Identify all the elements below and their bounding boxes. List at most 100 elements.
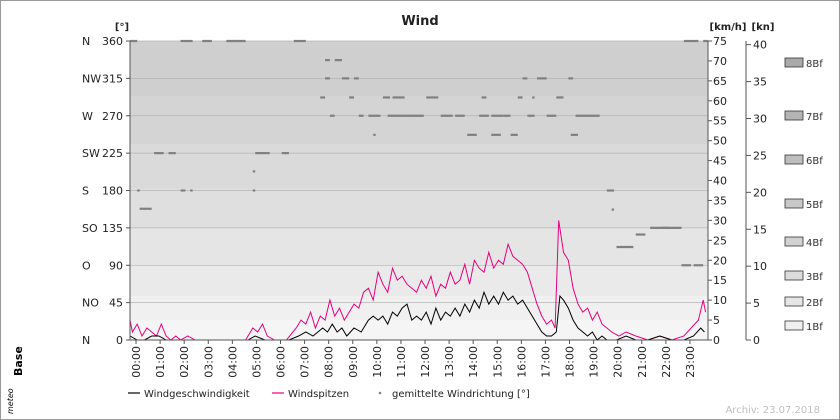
direction-label: SO [82,222,98,235]
x-tick-label: 23:00 [684,346,697,378]
beaufort-legend: 1Bf 2Bf 3Bf 4Bf 5Bf 6Bf 7Bf 8Bf [784,57,823,333]
left-axis-unit: [°] [115,22,129,33]
x-tick-label: 11:00 [395,346,408,378]
kmh-tick-label: 75 [713,35,727,48]
x-tick-label: 20:00 [612,346,625,378]
x-tick-label: 06:00 [275,346,288,378]
kmh-tick-label: 0 [713,334,720,347]
beaufort-legend-label: 2Bf [806,298,823,309]
left-tick-label: 315 [102,72,123,85]
kmh-tick-label: 65 [713,75,727,88]
direction-series [130,39,708,267]
left-tick-label: 360 [102,35,123,48]
kmh-tick-label: 60 [713,95,727,108]
beaufort-legend-swatch [784,198,804,209]
logo-text: meteo [6,388,15,414]
kmh-tick-label: 10 [713,294,727,307]
kmh-tick-label: 40 [713,175,727,188]
kn-tick-label: 20 [753,186,767,199]
x-tick-label: 10:00 [371,346,384,378]
x-tick-label: 05:00 [250,346,263,378]
left-tick-label: 0 [116,334,123,347]
left-tick-label: 270 [102,110,123,123]
legend-swatch [378,391,382,395]
beaufort-legend-swatch [784,270,804,281]
kn-tick-label: 40 [753,39,767,52]
beaufort-band [130,41,708,45]
x-tick-label: 17:00 [539,346,552,378]
right-axis-kn-unit: [kn] [752,22,775,33]
beaufort-legend-swatch [784,320,804,331]
legend-label: Windspitzen [288,389,349,400]
x-tick-label: 21:00 [636,346,649,378]
x-tick-label: 19:00 [588,346,601,378]
kmh-tick-label: 5 [713,314,720,327]
beaufort-band [130,188,708,229]
kn-tick-label: 10 [753,260,767,273]
x-tick-label: 02:00 [178,346,191,378]
beaufort-legend-label: 7Bf [806,112,823,123]
beaufort-legend-swatch [784,296,804,307]
beaufort-band [130,296,708,321]
left-tick-label: 135 [102,222,123,235]
chart-title: Wind [401,14,438,29]
kn-tick-label: 5 [753,297,760,310]
beaufort-legend-label: 8Bf [806,59,823,70]
left-tick-label: 225 [102,147,123,160]
direction-label: SW [82,147,100,160]
beaufort-band [130,320,708,340]
kmh-tick-label: 35 [713,194,727,207]
left-tick-label: 180 [102,185,123,198]
direction-label: N [82,334,90,347]
beaufort-legend-label: 4Bf [806,238,823,249]
kn-tick-label: 30 [753,113,767,126]
x-tick-label: 03:00 [202,346,215,378]
direction-label: NO [82,297,99,310]
beaufort-legend-label: 1Bf [806,322,823,333]
direction-label: O [82,259,91,272]
x-tick-label: 12:00 [419,346,432,378]
x-axis-ticks: 00:00 01:00 02:00 03:00 04:00 05:00 06:00 07:00… [130,340,697,378]
x-tick-label: 09:00 [347,346,360,378]
kmh-tick-label: 25 [713,234,727,247]
beaufort-legend-swatch [784,154,804,165]
kmh-tick-label: 30 [713,214,727,227]
left-tick-label: 90 [109,259,123,272]
brand-logo: meteo Base [4,346,26,416]
beaufort-legend-label: 5Bf [806,200,823,211]
beaufort-legend-swatch [784,110,804,121]
kn-tick-label: 0 [753,334,760,347]
speed-line [129,290,705,341]
kmh-tick-label: 15 [713,274,727,287]
kmh-tick-label: 55 [713,115,727,128]
legend-label: Windgeschwindigkeit [144,389,250,400]
kmh-tick-label: 50 [713,135,727,148]
x-tick-label: 13:00 [443,346,456,378]
beaufort-band [130,144,708,189]
direction-label: W [82,110,93,123]
x-tick-label: 15:00 [491,346,504,378]
gust-line [129,220,707,341]
brand-text: Base [12,346,25,376]
beaufort-band [130,264,708,297]
direction-label: NW [82,72,101,85]
left-tick-label: 45 [109,297,123,310]
kn-tick-label: 35 [753,76,767,89]
series-legend: Windgeschwindigkeit Windspitzen gemittelte… [128,389,530,400]
archive-text: Archiv: 23.07.2018 [725,405,820,416]
beaufort-bands [130,41,708,340]
direction-label: S [82,185,89,198]
x-tick-label: 18:00 [564,346,577,378]
beaufort-legend-swatch [784,236,804,247]
speed-series [129,220,707,341]
x-tick-label: 00:00 [130,346,143,378]
kn-tick-label: 25 [753,149,767,162]
x-tick-label: 22:00 [660,346,673,378]
beaufort-band [130,228,708,265]
kn-tick-label: 15 [753,223,767,236]
kmh-tick-label: 70 [713,55,727,68]
beaufort-legend-label: 3Bf [806,272,823,283]
x-tick-label: 08:00 [323,346,336,378]
